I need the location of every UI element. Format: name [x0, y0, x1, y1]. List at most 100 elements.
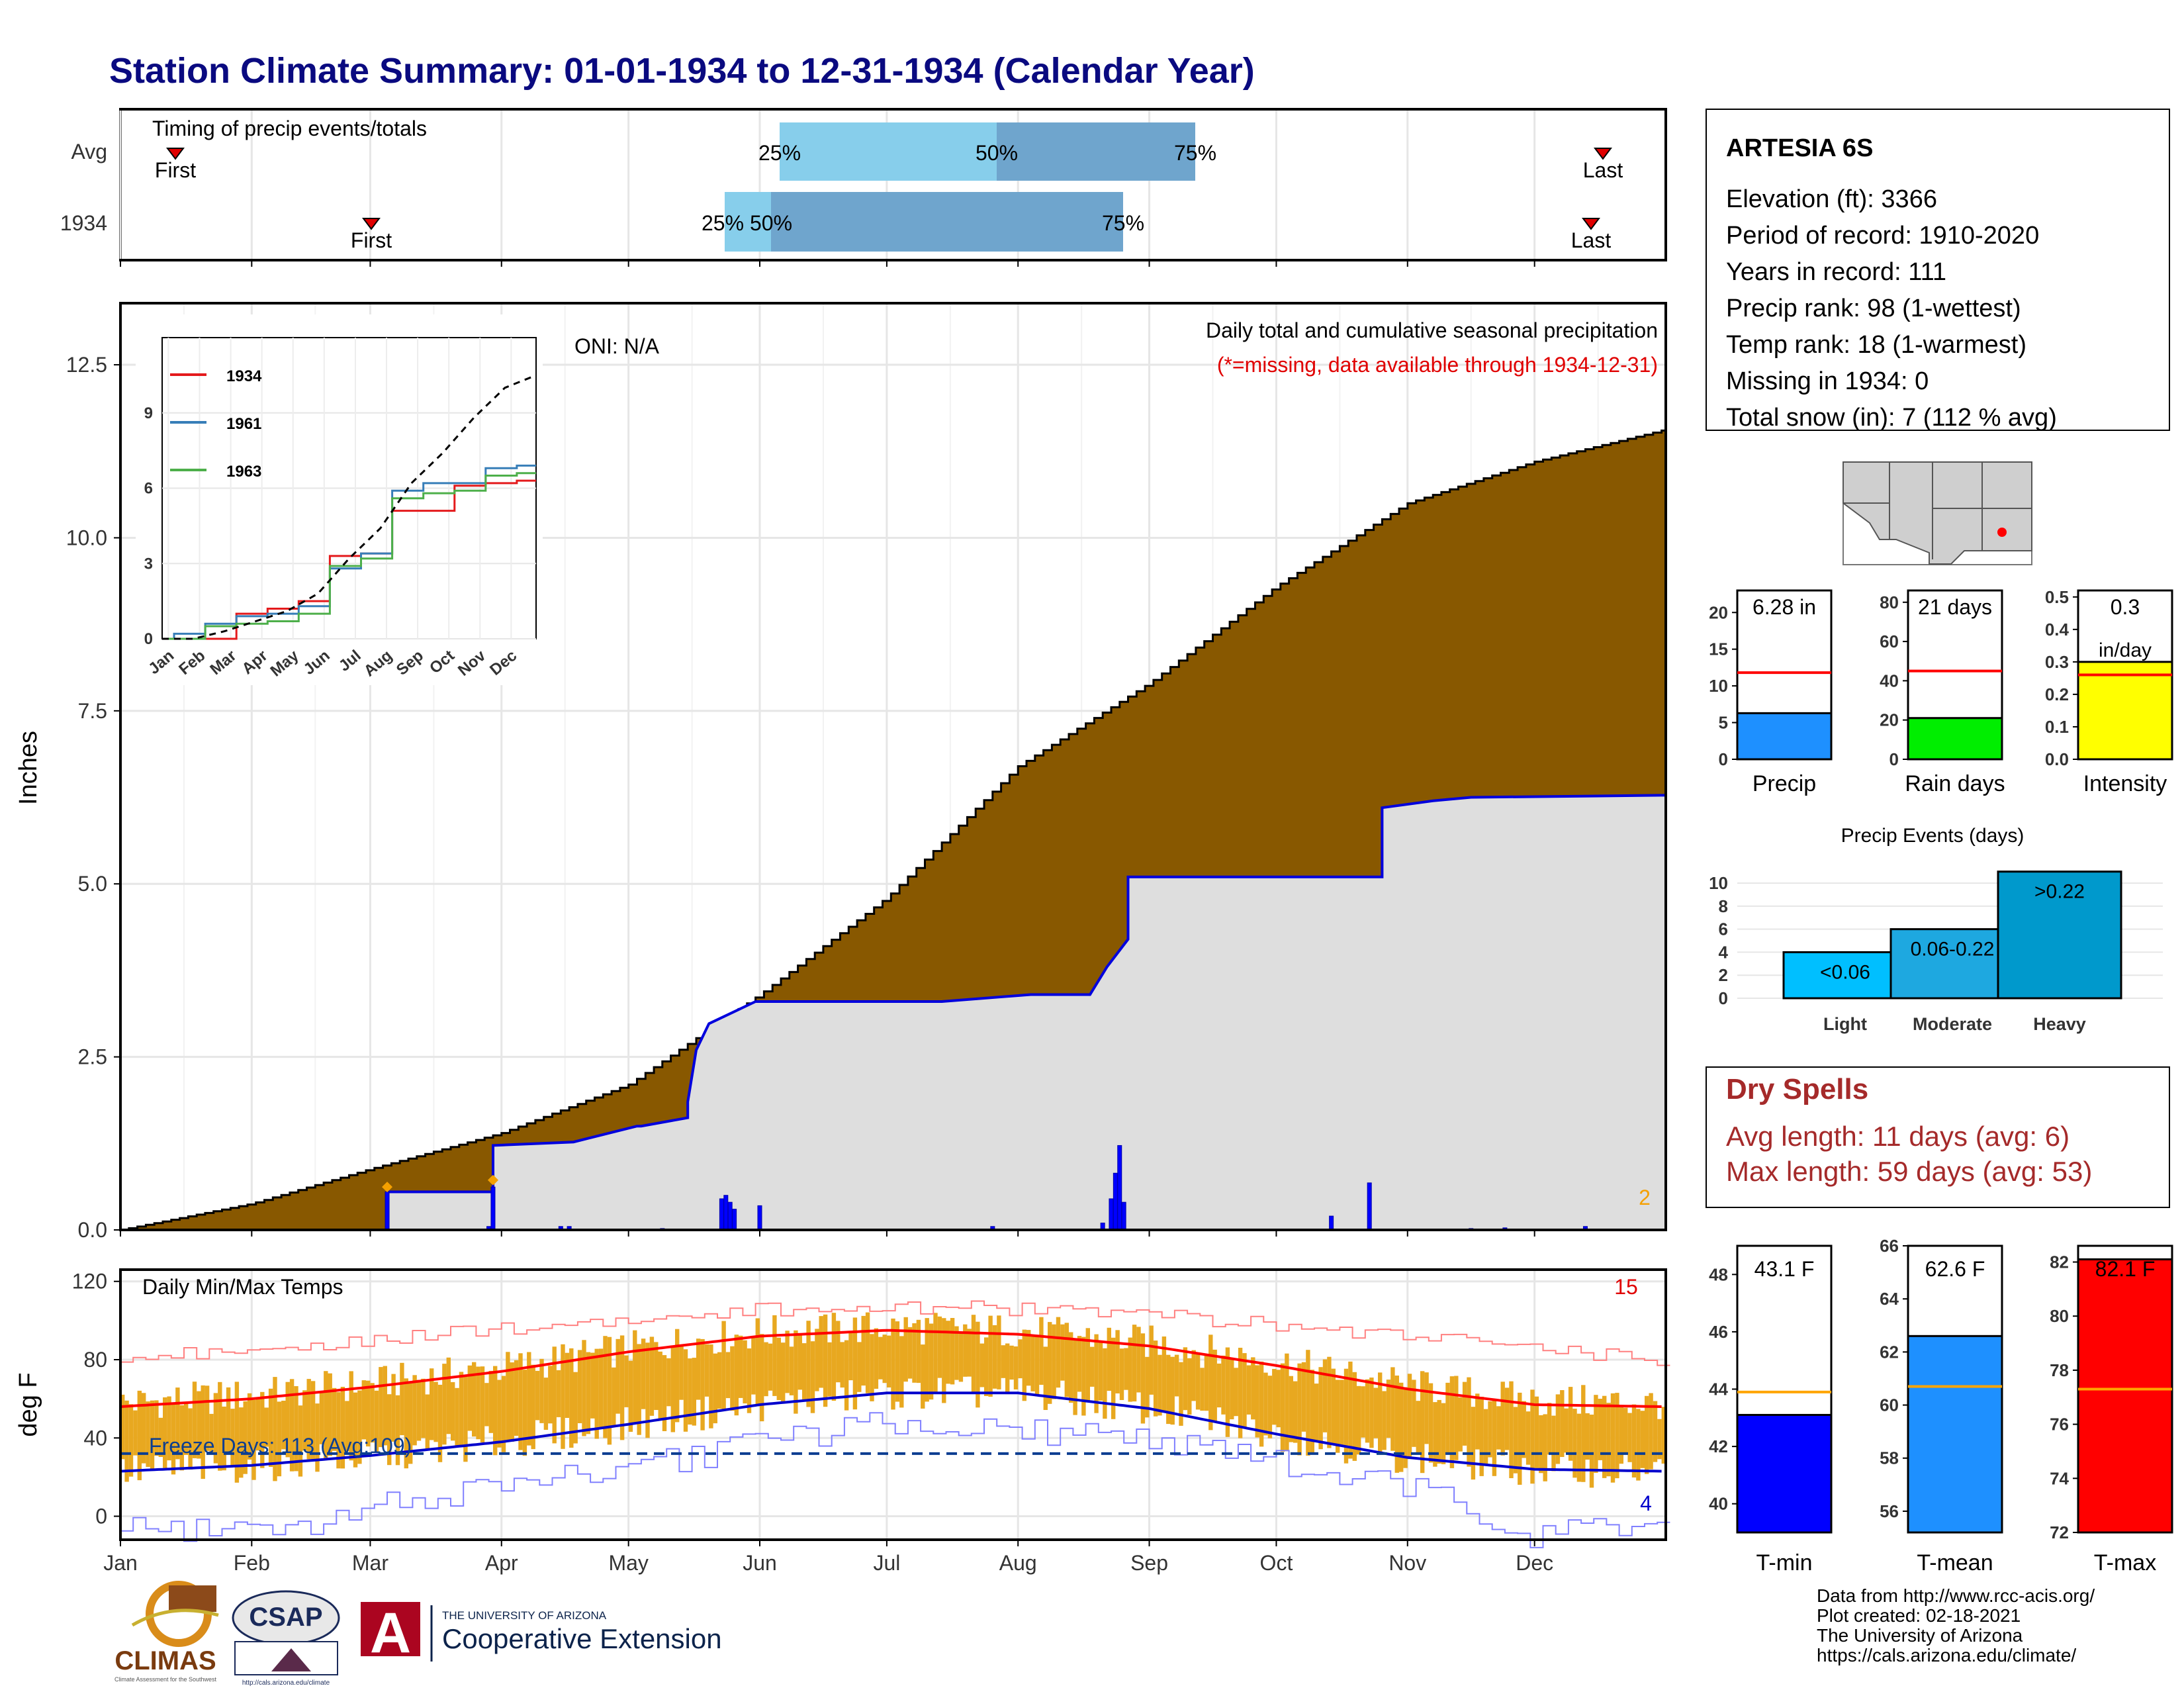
daily-temp-bar: [1030, 1335, 1035, 1391]
daily-temp-bar: [764, 1342, 768, 1397]
daily-temp-bar: [1437, 1399, 1441, 1464]
daily-temp-bar: [781, 1342, 786, 1403]
mini-bar-y-tick-label: 0: [1889, 749, 1899, 769]
daily-temp-bar: [874, 1328, 879, 1389]
daily-temp-bar: [408, 1382, 413, 1464]
mean-temp-y-tick-label: 72: [2050, 1523, 2069, 1542]
footer-credits: Data from http://www.rcc-acis.org/ Plot …: [1817, 1585, 2095, 1665]
daily-temp-bar: [1263, 1372, 1268, 1436]
inset-y-tick-label: 6: [144, 480, 153, 498]
precip-events-chart: Precip Events (days) 0 2 4 6 8 10 <0.06 Light 0.…: [1709, 825, 2163, 1034]
daily-temp-bar: [1158, 1354, 1162, 1416]
daily-temp-bar: [967, 1329, 972, 1377]
mean-temp-y-tick-label: 40: [1709, 1494, 1728, 1514]
daily-temp-bar: [1005, 1343, 1010, 1395]
daily-temp-bar: [1412, 1380, 1416, 1447]
daily-temp-bar: [794, 1330, 798, 1414]
daily-temp-bar: [1399, 1382, 1404, 1472]
daily-temp-bar: [522, 1370, 527, 1456]
year-p75-label: 75%: [1102, 211, 1144, 235]
inset-y-tick-label: 0: [144, 630, 153, 648]
mini-bar-y-tick-label: 0.3: [2045, 652, 2069, 672]
precip-y-ticks: 0.0 2.5 5.0 7.5 10.0 12.5: [66, 353, 120, 1242]
avg-first-label: First: [155, 158, 196, 182]
month-label: Jun: [743, 1551, 777, 1575]
month-label: Sep: [1130, 1551, 1168, 1575]
daily-temp-bar: [1234, 1368, 1238, 1417]
daily-temp-bar: [1216, 1363, 1222, 1408]
avg-first-marker-icon: [166, 148, 185, 160]
timing-row-year-label: 1934: [60, 211, 107, 235]
daily-temp-bar: [146, 1401, 150, 1467]
daily-temp-bar: [1530, 1389, 1535, 1484]
events-y-tick-label: 4: [1719, 942, 1729, 962]
daily-temp-bar: [688, 1358, 692, 1425]
footer-line-1: Data from http://www.rcc-acis.org/: [1817, 1585, 2095, 1606]
mini-bar-value: [2077, 661, 2173, 761]
daily-temp-bar: [192, 1382, 197, 1458]
precip-y-tick-label: 12.5: [66, 353, 107, 377]
daily-temp-bar: [459, 1372, 464, 1446]
daily-temp-bar: [633, 1330, 637, 1424]
daily-temp-bar: [1606, 1403, 1611, 1477]
daily-temp-bar: [332, 1387, 337, 1451]
daily-temp-bar: [700, 1338, 705, 1430]
daily-temp-bar: [124, 1400, 129, 1482]
daily-temp-bar: [1369, 1378, 1374, 1448]
daily-temp-bar: [730, 1346, 735, 1411]
daily-temp-bar: [179, 1405, 184, 1471]
daily-temp-bar: [315, 1403, 320, 1472]
daily-temp-bar: [1022, 1329, 1026, 1401]
daily-precip-bar: [757, 1205, 762, 1231]
daily-temp-bar: [395, 1395, 400, 1466]
temp-y-tick-label: 120: [72, 1270, 107, 1293]
precip-y-axis-label: Inches: [15, 731, 42, 805]
daily-temp-bar: [598, 1348, 604, 1428]
daily-temp-bar: [797, 1335, 802, 1390]
daily-temp-bar: [1128, 1337, 1132, 1402]
daily-temp-bar: [852, 1317, 858, 1410]
daily-temp-bar: [603, 1336, 608, 1438]
daily-temp-bar: [294, 1386, 298, 1472]
events-bar-label: 0.06-0.22: [1911, 939, 1995, 961]
daily-precip-bar: [1329, 1215, 1334, 1231]
cold-count: 4: [1640, 1491, 1652, 1515]
daily-temp-bar: [1492, 1400, 1497, 1476]
daily-temp-bar: [531, 1364, 535, 1450]
daily-temp-bar: [1518, 1392, 1522, 1485]
daily-temp-bar: [175, 1387, 180, 1460]
daily-precip-bar: [490, 1186, 496, 1231]
daily-temp-bar: [433, 1382, 438, 1442]
daily-temp-bar: [1034, 1335, 1040, 1397]
daily-temp-bar: [916, 1319, 921, 1383]
daily-temp-bar: [501, 1376, 506, 1452]
daily-temp-bar: [1348, 1361, 1353, 1459]
mean-temp-name: T-mean: [1917, 1550, 1993, 1575]
daily-temp-bar: [810, 1341, 815, 1413]
daily-temp-bar: [451, 1382, 455, 1441]
temp-y-tick-label: 0: [95, 1505, 107, 1528]
daily-temp-bar: [1018, 1339, 1023, 1379]
daily-temp-bar: [1433, 1402, 1437, 1467]
daily-temp-bar: [1200, 1368, 1205, 1411]
daily-temp-bar: [387, 1394, 392, 1466]
daily-temp-bar: [992, 1325, 997, 1389]
station-missing: Missing in 1934: 0: [1726, 367, 1929, 395]
daily-temp-bar: [755, 1318, 760, 1407]
daily-temp-bar: [1310, 1370, 1314, 1454]
snow-marker: [382, 1182, 393, 1193]
events-category-label: Moderate: [1913, 1014, 1992, 1034]
mini-bar-y-tick-label: 0.4: [2045, 620, 2070, 639]
csap-logo-text: CSAP: [249, 1603, 322, 1632]
daily-temp-bar: [1026, 1330, 1031, 1386]
daily-temp-bar: [1564, 1408, 1569, 1453]
daily-temp-bar: [827, 1342, 832, 1397]
mean-temp-y-tick-label: 48: [1709, 1264, 1728, 1284]
daily-temp-bar: [340, 1387, 345, 1469]
daily-temp-bar: [1462, 1382, 1467, 1446]
daily-temp-bar: [1581, 1385, 1586, 1482]
daily-temp-bar: [878, 1336, 883, 1380]
daily-temp-bar: [1052, 1324, 1056, 1399]
daily-temp-bar: [1336, 1380, 1340, 1453]
